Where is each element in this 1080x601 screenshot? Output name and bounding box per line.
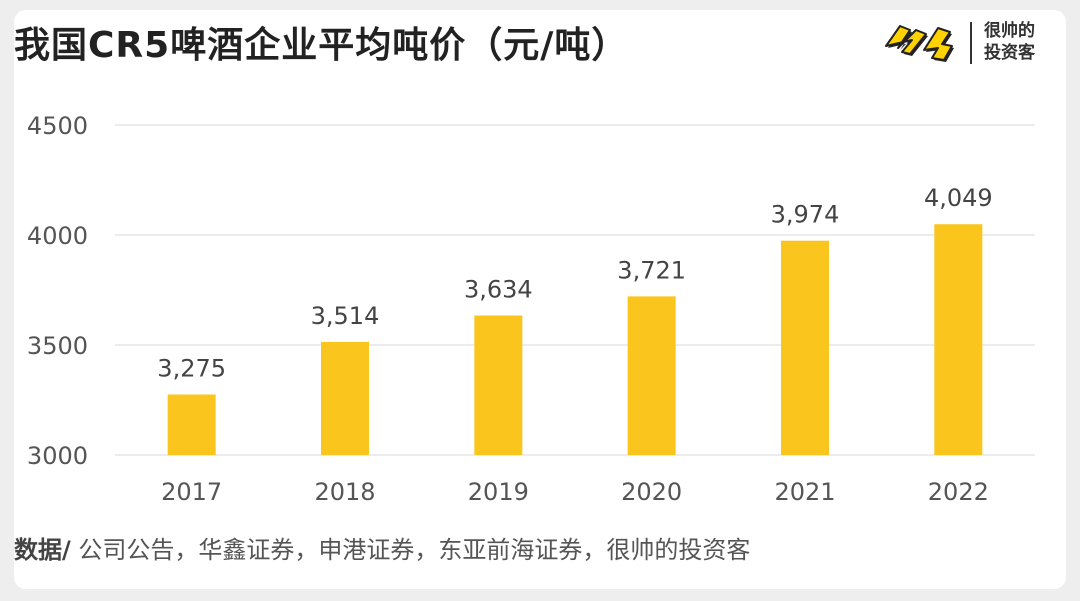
data-label-2020: 3,721 (617, 256, 686, 284)
x-tick-label-2020: 2020 (621, 478, 682, 506)
bar-2020 (627, 296, 676, 455)
bar-2022 (934, 224, 983, 455)
bar-2018 (321, 341, 369, 455)
logo-divider (970, 22, 972, 64)
y-tick-label-4500: 4500 (27, 112, 88, 140)
brand-line-2: 投资客 (984, 43, 1035, 63)
brand-text: 很帅的 投资客 (984, 20, 1044, 64)
brand-logo: 很帅的 投资客 (880, 16, 1040, 72)
data-label-2021: 3,974 (771, 201, 840, 229)
data-label-2022: 4,049 (924, 184, 993, 212)
data-label-2018: 3,514 (311, 302, 380, 330)
x-tick-label-2021: 2021 (774, 478, 835, 506)
chart-title: 我国CR5啤酒企业平均吨价（元/吨） (14, 25, 629, 66)
y-tick-label-4000: 4000 (27, 222, 88, 250)
source-text: 公司公告，华鑫证券，申港证券，东亚前海证券，很帅的投资客 (70, 536, 751, 564)
data-label-2019: 3,634 (464, 276, 533, 304)
bar-2021 (781, 240, 829, 455)
x-tick-label-2022: 2022 (928, 478, 989, 506)
bar-2017 (167, 394, 216, 455)
y-tick-label-3000: 3000 (27, 442, 88, 470)
chart-card (14, 10, 1066, 589)
data-label-2017: 3,275 (157, 355, 226, 383)
bar-2019 (474, 315, 523, 455)
x-tick-label-2017: 2017 (161, 478, 222, 506)
x-tick-label-2019: 2019 (468, 478, 529, 506)
y-tick-label-3500: 3500 (27, 332, 88, 360)
x-tick-label-2018: 2018 (314, 478, 375, 506)
brand-mark-icon (885, 25, 954, 62)
data-source: 数据/ 公司公告，华鑫证券，申港证券，东亚前海证券，很帅的投资客 (14, 530, 750, 565)
brand-line-1: 很帅的 (984, 21, 1035, 41)
source-prefix: 数据/ (14, 536, 71, 564)
